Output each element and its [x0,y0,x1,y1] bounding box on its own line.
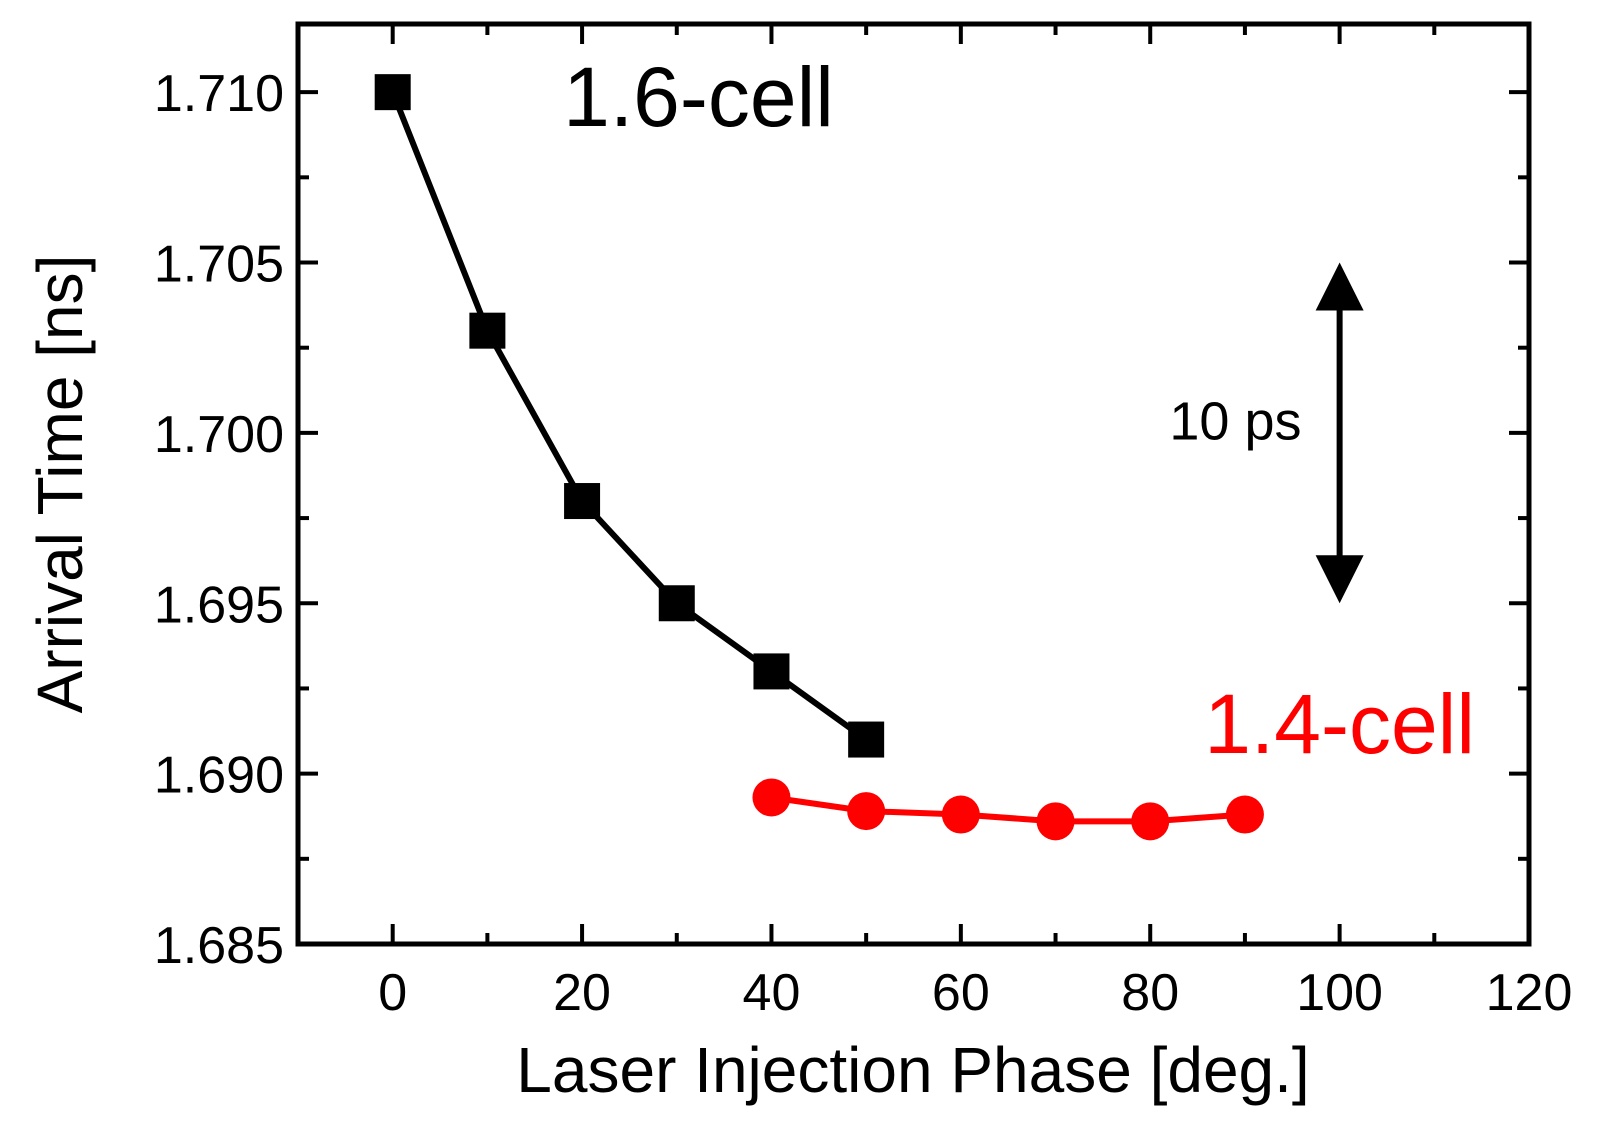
y-tick-label: 1.705 [154,236,284,294]
data-point-square [564,483,601,520]
series-label-1-6-cell: 1.6-cell [563,50,834,144]
y-tick-label: 1.690 [154,747,284,805]
series-layer [374,74,1264,841]
data-point-circle [941,795,980,834]
x-tick-label: 120 [1486,964,1573,1022]
scale-bar-label: 10 ps [1169,392,1301,452]
y-tick-label: 1.700 [154,406,284,464]
data-point-square [753,653,790,690]
data-point-square [469,312,506,349]
y-tick-label: 1.685 [154,917,284,975]
x-tick-label: 0 [378,964,407,1022]
scale-arrow-head-up [1315,262,1364,311]
data-point-circle [1225,795,1264,834]
data-point-circle [1036,802,1075,841]
y-axis-label: Arrival Time [ns] [24,255,96,714]
y-tick-label: 1.695 [154,576,284,634]
data-point-square [658,585,695,622]
series-label-1-4-cell: 1.4-cell [1204,677,1475,771]
data-point-circle [847,792,886,831]
scale-arrow-head-down [1315,555,1364,604]
y-tick-label: 1.710 [154,65,284,123]
data-point-square [848,721,885,758]
plot-frame [295,21,1532,947]
x-tick-label: 80 [1121,964,1179,1022]
data-point-square [374,74,411,111]
x-tick-label: 60 [932,964,990,1022]
x-axis-label: Laser Injection Phase [deg.] [516,1034,1309,1106]
x-tick-label: 100 [1296,964,1383,1022]
series-line-1 [389,91,868,742]
data-point-circle [752,778,791,817]
x-tick-label: 40 [743,964,801,1022]
data-point-circle [1131,802,1170,841]
ticks-layer: 0 20 40 60 80 100 120 1.685 1.690 1.695 1.700 1.705… [154,24,1573,1022]
series-line-2 [771,794,1246,825]
x-tick-label: 20 [553,964,611,1022]
annotation-layer: 1.6-cell 1.4-cell 10 ps [563,50,1475,771]
